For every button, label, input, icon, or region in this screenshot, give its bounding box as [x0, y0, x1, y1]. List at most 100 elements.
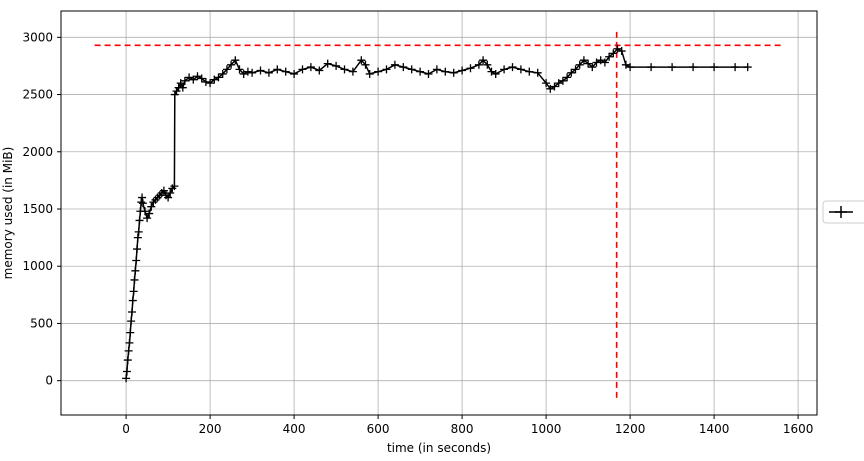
data-point-marker	[340, 65, 349, 74]
data-point-marker	[264, 68, 273, 77]
data-point-marker	[743, 63, 752, 72]
data-point-marker	[141, 207, 149, 216]
y-tick-label: 500	[30, 316, 53, 330]
data-point-marker	[159, 186, 168, 195]
x-tick-label: 200	[199, 422, 222, 436]
data-point-marker	[571, 65, 580, 74]
data-point-marker	[596, 56, 605, 65]
axis-ticks	[57, 36, 799, 419]
data-point-marker	[710, 63, 719, 72]
data-point-marker	[508, 63, 517, 72]
data-point-marker	[132, 256, 141, 265]
data-point-marker	[390, 60, 399, 69]
data-point-marker	[600, 58, 609, 67]
data-point-marker	[222, 65, 231, 74]
data-point-marker	[235, 65, 244, 74]
data-point-marker	[550, 82, 559, 91]
data-point-marker	[491, 69, 500, 78]
data-series	[122, 44, 752, 383]
legend-plus-marker-icon	[835, 206, 847, 218]
data-point-marker	[166, 188, 175, 197]
data-point-marker	[243, 67, 252, 76]
data-point-marker	[123, 356, 132, 365]
data-point-marker	[315, 66, 324, 75]
x-axis-label: time (in seconds)	[387, 441, 491, 455]
x-tick-label: 1400	[699, 422, 730, 436]
data-point-marker	[621, 60, 630, 69]
data-point-marker	[138, 193, 147, 202]
data-point-marker	[180, 76, 189, 85]
data-point-marker	[374, 67, 383, 76]
data-point-marker	[170, 90, 179, 99]
data-point-marker	[323, 59, 332, 68]
y-tick-label: 0	[45, 374, 53, 388]
data-point-marker	[128, 296, 137, 305]
data-point-marker	[592, 58, 601, 67]
x-tick-label: 1600	[783, 422, 814, 436]
data-point-marker	[361, 60, 370, 69]
data-point-marker	[516, 65, 525, 74]
data-point-marker	[130, 275, 139, 284]
data-point-marker	[689, 63, 698, 72]
x-tick-label: 600	[367, 422, 390, 436]
data-point-marker	[298, 65, 307, 74]
y-tick-label: 3000	[22, 30, 53, 44]
y-tick-labels: 0 500 1000 1500 2000 2500 3000	[22, 30, 53, 387]
data-point-marker	[407, 65, 416, 74]
data-point-marker	[609, 49, 618, 58]
data-point-marker	[626, 63, 635, 72]
data-point-marker	[129, 287, 138, 296]
data-point-marker	[210, 75, 219, 84]
data-point-marker	[273, 65, 282, 74]
data-point-marker	[588, 63, 597, 72]
data-point-marker	[290, 69, 299, 78]
data-point-marker	[483, 60, 492, 69]
data-point-marker	[193, 72, 202, 81]
data-point-marker	[542, 79, 551, 88]
data-point-marker	[579, 56, 588, 65]
data-point-marker	[432, 65, 441, 74]
x-tick-label: 400	[283, 422, 306, 436]
data-point-marker	[605, 52, 614, 61]
data-point-marker	[533, 68, 542, 77]
data-point-marker	[134, 227, 143, 236]
data-point-marker	[357, 56, 366, 65]
grid-lines	[61, 11, 817, 415]
y-tick-label: 2000	[22, 145, 53, 159]
data-point-marker	[214, 73, 223, 82]
data-point-marker	[558, 76, 567, 85]
data-point-marker	[178, 83, 187, 92]
data-point-marker	[133, 233, 142, 242]
data-point-marker	[466, 64, 475, 73]
data-point-marker	[458, 66, 467, 75]
data-point-marker	[185, 73, 194, 82]
data-point-marker	[206, 79, 215, 88]
data-point-marker	[248, 68, 257, 77]
data-point-marker	[500, 65, 509, 74]
data-point-marker	[176, 79, 185, 88]
data-point-marker	[525, 67, 534, 76]
y-tick-label: 2500	[22, 88, 53, 102]
x-tick-label: 1200	[615, 422, 646, 436]
x-tick-labels: 0 200 400 600 800 1000 1200 1400 1600	[122, 422, 813, 436]
data-point-marker	[124, 346, 133, 355]
x-tick-label: 1000	[531, 422, 562, 436]
data-point-marker	[479, 56, 488, 65]
data-point-marker	[138, 199, 147, 208]
data-point-marker	[424, 69, 433, 78]
data-point-marker	[125, 338, 134, 347]
y-tick-label: 1500	[22, 202, 53, 216]
y-axis-label: memory used (in MiB)	[1, 147, 15, 280]
data-point-marker	[382, 65, 391, 74]
data-point-marker	[613, 44, 622, 53]
data-point-marker	[127, 307, 136, 316]
data-point-marker	[122, 367, 131, 376]
data-point-marker	[231, 56, 240, 65]
data-point-marker	[122, 374, 131, 383]
data-point-marker	[554, 79, 563, 88]
data-point-marker	[147, 202, 156, 211]
data-point-marker	[731, 63, 740, 72]
data-point-marker	[197, 74, 206, 83]
